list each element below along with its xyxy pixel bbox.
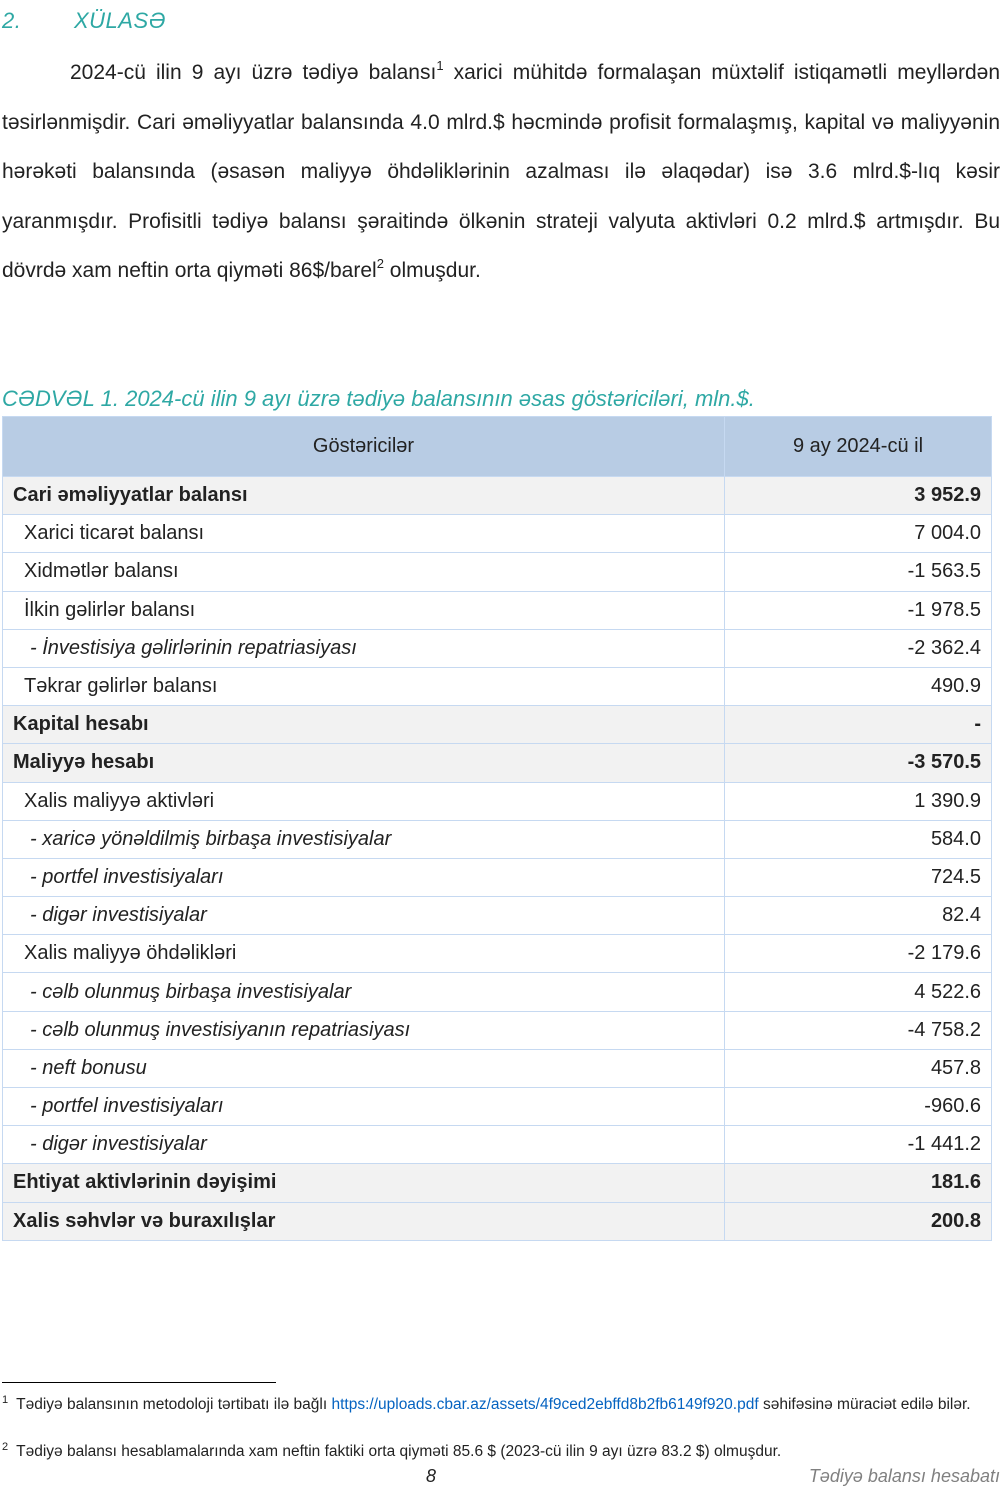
header-cell: Göstəricilər [2,416,725,477]
row-value: -960.6 [724,1086,992,1127]
table-row: - xaricə yönəldilmiş birbaşa investisiya… [2,819,992,859]
row-value: -1 978.5 [724,590,992,630]
footnote-ref: 1 [436,58,444,73]
row-value: -3 570.5 [724,743,992,783]
table-row: Kapital hesabı - [2,705,992,745]
row-label: - portfel investisiyaları [2,1086,725,1127]
row-label: - İnvestisiya gəlirlərinin repatriasiyas… [2,628,725,668]
table-row: İlkin gəlirlər balansı -1 978.5 [2,590,992,630]
table-row: - digər investisiyalar -1 441.2 [2,1125,992,1165]
table-row: Xalis səhvlər və buraxılışlar 200.8 [2,1201,992,1241]
header-row: Göstəricilər 9 ay 2024-cü il [2,416,992,477]
row-value: 1 390.9 [724,781,992,821]
row-value: 457.8 [724,1048,992,1089]
table-row: - İnvestisiya gəlirlərinin repatriasiyas… [2,628,992,668]
row-value: 200.8 [724,1201,992,1241]
section-title: XÜLASƏ [74,8,167,33]
balance-table: Göstəricilər 9 ay 2024-cü il Cari əməliy… [2,416,992,1241]
row-value: 7 004.0 [724,514,992,554]
header-cell: 9 ay 2024-cü il [724,416,992,477]
row-label: Xidmətlər balansı [2,552,725,592]
footnote-mark: 2 [2,1441,9,1453]
row-value: -4 758.2 [724,1010,992,1050]
footnote-ref: 2 [376,256,384,271]
row-label: Ehtiyat aktivlərinin dəyişimi [2,1163,725,1203]
row-value: 490.9 [724,666,992,707]
row-label: - digər investisiyalar [2,1125,725,1165]
table-row: Xalis maliyyə aktivləri 1 390.9 [2,781,992,821]
row-label: Təkrar gəlirlər balansı [2,666,725,707]
row-value: -2 179.6 [724,934,992,974]
footnote: 2 Tədiyə balansı hesablamalarında xam nef… [2,1441,1000,1463]
footnote-text: Tədiyə balansının metodoloji tərtibatı i… [16,1396,328,1413]
row-label: Xalis maliyyə öhdəlikləri [2,934,725,974]
paragraph-text: 2024-cü ilin 9 ayı üzrə tədiyə balansı [70,61,437,84]
section-heading: 2. XÜLASƏ [2,8,166,34]
table-row: Xarici ticarət balansı 7 004.0 [2,514,992,554]
table-row: - cəlb olunmuş birbaşa investisiyalar 4 5… [2,972,992,1012]
table-row: Təkrar gəlirlər balansı 490.9 [2,666,992,707]
summary-paragraph: 2024-cü ilin 9 ayı üzrə tədiyə balansı1 … [2,48,1000,296]
page-number: 8 [426,1466,437,1486]
footnote: 1 Tədiyə balansının metodoloji tərtibatı … [2,1394,1000,1416]
table-row: - portfel investisiyaları -960.6 [2,1086,992,1127]
row-label: - portfel investisiyaları [2,857,725,898]
footnote-link[interactable]: https://uploads.cbar.az/assets/4f9ced2eb… [331,1396,759,1413]
row-label: Maliyyə hesabı [2,743,725,783]
section-number: 2. [2,8,22,33]
footnote-text: səhifəsinə müraciət edilə bilər. [762,1396,971,1413]
row-value: -1 441.2 [724,1125,992,1165]
table-row: - neft bonusu 457.8 [2,1048,992,1089]
row-label: Xalis səhvlər və buraxılışlar [2,1201,725,1241]
row-label: Cari əməliyyatlar balansı [2,475,725,516]
footnote-separator [2,1382,276,1383]
table-row: - cəlb olunmuş investisiyanın repatriasi… [2,1010,992,1050]
row-label: Kapital hesabı [2,705,725,745]
row-label: - cəlb olunmuş investisiyanın repatriasi… [2,1010,725,1050]
paragraph-text: xarici mühitdə formalaşan müxtəlif istiq… [2,61,1000,282]
table-row: - portfel investisiyaları 724.5 [2,857,992,898]
row-value: -2 362.4 [724,628,992,668]
row-label: - xaricə yönəldilmiş birbaşa investisiya… [2,819,725,859]
footnote-mark: 1 [2,1394,9,1406]
row-label: İlkin gəlirlər balansı [2,590,725,630]
row-value: -1 563.5 [724,552,992,592]
row-value: 82.4 [724,896,992,936]
row-label: - digər investisiyalar [2,896,725,936]
table-head: Göstəricilər 9 ay 2024-cü il [2,416,992,477]
table-row: Xalis maliyyə öhdəlikləri -2 179.6 [2,934,992,974]
row-value: 3 952.9 [724,475,992,516]
table-row: Cari əməliyyatlar balansı 3 952.9 [2,475,992,516]
row-label: Xarici ticarət balansı [2,514,725,554]
row-label: Xalis maliyyə aktivləri [2,781,725,821]
table-row: Maliyyə hesabı -3 570.5 [2,743,992,783]
row-value: 584.0 [724,819,992,859]
table-row: Xidmətlər balansı -1 563.5 [2,552,992,592]
row-label: - neft bonusu [2,1048,725,1089]
table-caption: CƏDVƏL 1. 2024-cü ilin 9 ayı üzrə tədiyə… [2,386,755,411]
table-body: Cari əməliyyatlar balansı 3 952.9 Xarici t… [2,475,992,1241]
row-value: 181.6 [724,1163,992,1203]
paragraph-text: olmuşdur. [383,259,481,282]
row-value: 4 522.6 [724,972,992,1012]
table-row: Ehtiyat aktivlərinin dəyişimi 181.6 [2,1163,992,1203]
row-value: - [724,705,992,745]
footer-title: Tədiyə balansı hesabatı [808,1466,1000,1486]
footnote-text: Tədiyə balansı hesablamalarında xam neft… [16,1443,782,1460]
row-label: - cəlb olunmuş birbaşa investisiyalar [2,972,725,1012]
table-row: - digər investisiyalar 82.4 [2,896,992,936]
row-value: 724.5 [724,857,992,898]
